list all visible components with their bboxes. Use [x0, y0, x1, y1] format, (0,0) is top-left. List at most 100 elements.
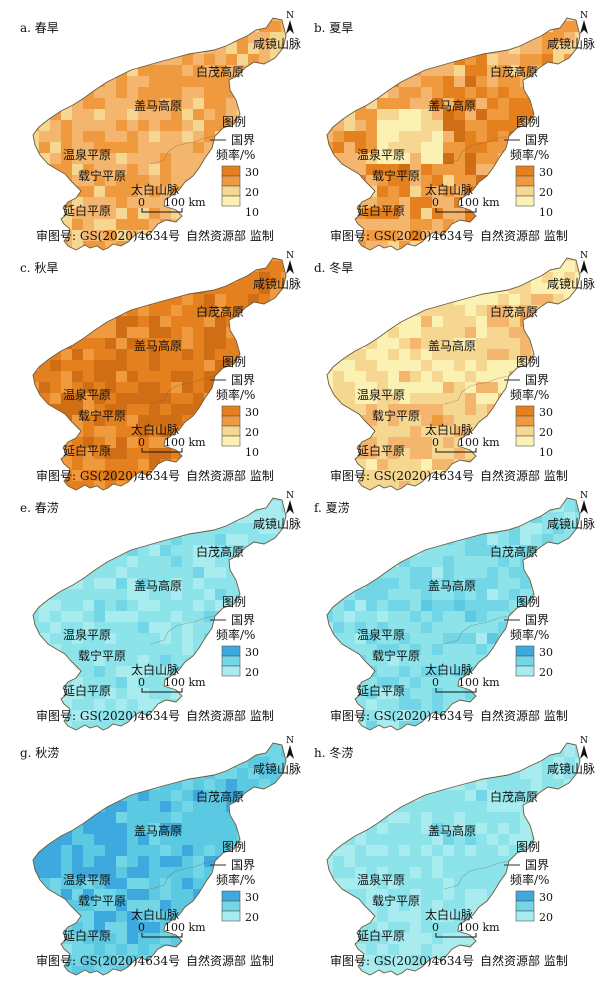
legend-value: 20	[245, 426, 259, 439]
place-name-zaining: 载宁平原	[78, 893, 126, 908]
legend-frequency-label: 频率/%	[510, 872, 549, 887]
place-name-zaining: 载宁平原	[372, 648, 420, 663]
place-name-zaining: 载宁平原	[372, 893, 420, 908]
legend-swatch	[221, 435, 241, 447]
legend-value: 30	[539, 406, 553, 419]
place-name-taibai: 太白山脉	[131, 422, 179, 437]
legend-frequency-label: 频率/%	[510, 387, 549, 402]
map-authority: 自然资源部 监制	[186, 468, 274, 483]
place-name-gaima: 盖马高原	[134, 823, 182, 838]
place-name-zaining: 载宁平原	[78, 408, 126, 423]
place-name-taibai: 太白山脉	[131, 182, 179, 197]
place-name-yanbai: 延白平原	[63, 928, 111, 943]
map-authority: 自然资源部 监制	[186, 953, 274, 968]
legend-border-label: 国界	[525, 858, 549, 872]
legend-frequency-label: 频率/%	[216, 147, 255, 162]
place-name-gaima: 盖马高原	[134, 338, 182, 353]
national-border-line	[32, 497, 287, 731]
place-name-xianjing: 咸镜山脉	[253, 761, 301, 776]
legend-value: 10	[539, 446, 553, 459]
panel-title: b. 夏旱	[314, 21, 353, 35]
national-border-line	[32, 742, 287, 976]
legend-swatch	[221, 665, 241, 677]
place-name-baimao: 白茂高原	[196, 544, 244, 559]
place-name-wenquan: 温泉平原	[63, 148, 111, 162]
legend-border-label: 国界	[525, 613, 549, 627]
north-arrow-icon: N	[580, 11, 588, 34]
place-name-yanbai: 延白平原	[357, 203, 405, 218]
legend-value: 20	[539, 911, 553, 924]
map-review-number: 审图号: GS(2020)4634号	[330, 468, 474, 483]
legend-border-label: 国界	[525, 133, 549, 147]
north-label: N	[580, 736, 588, 746]
map-authority: 自然资源部 监制	[480, 228, 568, 243]
north-arrow-icon: N	[580, 491, 588, 514]
place-name-gaima: 盖马高原	[428, 578, 476, 593]
scale-distance-label: 100 km	[458, 921, 500, 934]
map-review-number: 审图号: GS(2020)4634号	[330, 708, 474, 723]
legend-value: 30	[539, 891, 553, 904]
legend-value: 20	[245, 666, 259, 679]
scale-zero-label: 0	[432, 921, 439, 934]
place-name-xianjing: 咸镜山脉	[253, 276, 301, 291]
legend-swatch	[221, 195, 241, 207]
legend-frequency-label: 频率/%	[216, 872, 255, 887]
scale-bar: 0 100 km	[138, 676, 206, 693]
north-arrow-icon: N	[286, 251, 294, 274]
place-name-gaima: 盖马高原	[428, 823, 476, 838]
north-arrow-icon: N	[580, 251, 588, 274]
place-name-taibai: 太白山脉	[131, 907, 179, 922]
legend-frequency-label: 频率/%	[216, 627, 255, 642]
legend-border-label: 国界	[231, 858, 255, 872]
scale-bar: 0 100 km	[432, 196, 500, 213]
scale-zero-label: 0	[138, 921, 145, 934]
place-name-wenquan: 温泉平原	[357, 148, 405, 162]
place-name-xianjing: 咸镜山脉	[253, 516, 301, 531]
legend-title: 图例	[222, 595, 246, 609]
north-arrow-icon: N	[580, 736, 588, 759]
place-name-zaining: 载宁平原	[78, 648, 126, 663]
legend-title: 图例	[222, 115, 246, 129]
legend-swatch	[515, 185, 535, 197]
legend-swatch	[221, 655, 241, 667]
north-arrow-icon: N	[286, 491, 294, 514]
legend-border-label: 国界	[231, 613, 255, 627]
scale-bar: 0 100 km	[432, 436, 500, 453]
place-name-gaima: 盖马高原	[134, 98, 182, 113]
place-name-wenquan: 温泉平原	[357, 873, 405, 887]
place-name-taibai: 太白山脉	[425, 907, 473, 922]
scale-distance-label: 100 km	[164, 921, 206, 934]
scale-bar: 0 100 km	[138, 436, 206, 453]
legend-frequency-label: 频率/%	[216, 387, 255, 402]
legend-swatch	[515, 165, 535, 177]
scale-distance-label: 100 km	[164, 436, 206, 449]
place-name-yanbai: 延白平原	[63, 683, 111, 698]
place-name-baimao: 白茂高原	[196, 304, 244, 319]
legend-swatch	[515, 890, 535, 902]
panel-title: d. 冬旱	[314, 260, 353, 275]
legend-value: 30	[245, 646, 259, 659]
place-name-baimao: 白茂高原	[196, 789, 244, 804]
place-name-baimao: 白茂高原	[490, 544, 538, 559]
legend-value: 20	[539, 666, 553, 679]
place-name-xianjing: 咸镜山脉	[547, 516, 595, 531]
panel-title: a. 春旱	[20, 21, 59, 35]
map-review-number: 审图号: GS(2020)4634号	[330, 228, 474, 243]
legend-swatch	[515, 645, 535, 657]
legend-title: 图例	[516, 355, 540, 369]
legend-value: 10	[245, 206, 259, 219]
legend-swatch	[515, 415, 535, 427]
map-authority: 自然资源部 监制	[480, 468, 568, 483]
place-name-taibai: 太白山脉	[425, 422, 473, 437]
national-border-line	[326, 742, 581, 976]
north-label: N	[286, 736, 294, 746]
panel-title: f. 夏涝	[314, 501, 350, 515]
